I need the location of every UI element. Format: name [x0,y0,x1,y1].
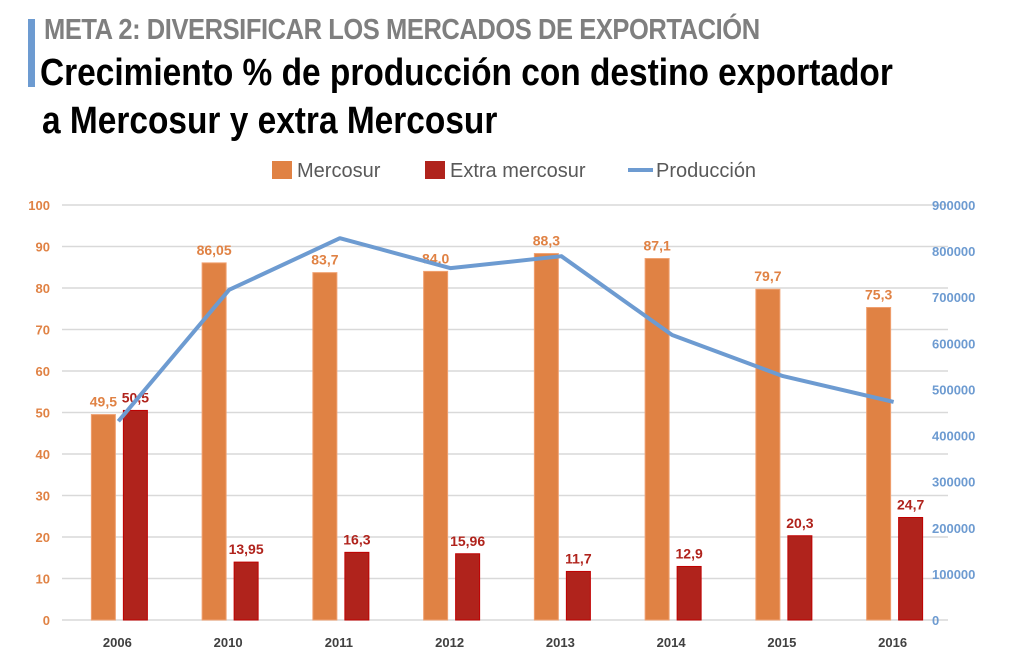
right-axis-tick: 400000 [932,429,975,444]
bar-mercosur [755,288,781,621]
data-label-mercosur: 79,7 [754,268,781,284]
x-axis-tick: 2013 [546,635,575,650]
left-axis-tick: 20 [36,530,50,545]
x-axis-tick: 2012 [435,635,464,650]
data-label-extra-mercosur: 11,7 [565,550,592,566]
left-axis-tick: 80 [36,281,50,296]
bar-extra-mercosur [344,551,370,621]
bar-mercosur [533,253,559,621]
left-axis-tick: 60 [36,364,50,379]
x-axis-tick: 2011 [325,635,353,650]
data-label-extra-mercosur: 24,7 [897,496,924,512]
bar-extra-mercosur [233,561,259,621]
bar-mercosur [644,258,670,621]
bar-mercosur [201,262,227,621]
bar-extra-mercosur [565,570,591,621]
left-axis-tick: 30 [36,489,50,504]
data-label-extra-mercosur: 13,95 [229,541,264,557]
bar-extra-mercosur [676,565,702,621]
legend-label-extra-mercosur: Extra mercosur [450,160,586,182]
left-axis-tick: 10 [36,572,50,587]
x-axis-tick: 2015 [767,635,796,650]
line-produccion [116,236,895,423]
title-accent-bar [28,19,35,87]
right-axis-tick: 0 [932,613,939,628]
data-label-mercosur: 75,3 [865,287,892,303]
chart-title-line2: a Mercosur y extra Mercosur [42,100,498,142]
data-label-extra-mercosur: 16,3 [343,531,370,547]
left-axis-tick: 90 [36,240,50,255]
data-label-mercosur: 49,5 [90,394,117,410]
bar-mercosur [312,272,338,621]
right-axis-tick: 900000 [932,198,975,213]
bar-mercosur [90,414,116,621]
bar-extra-mercosur [122,409,148,621]
chart-title-line1: Crecimiento % de producción con destino … [40,52,893,94]
data-label-extra-mercosur: 20,3 [786,515,813,531]
data-label-extra-mercosur: 12,9 [676,545,703,561]
left-axis-tick: 50 [36,406,50,421]
x-axis-tick: 2014 [657,635,687,650]
right-axis-tick: 800000 [932,244,975,259]
legend-label-produccion: Producción [656,160,756,182]
left-axis-tick: 0 [43,613,50,628]
right-axis-tick: 600000 [932,336,975,351]
left-axis-tick: 70 [36,323,50,338]
bar-extra-mercosur [898,516,924,621]
x-axis-tick: 2010 [214,635,243,650]
right-axis-tick: 300000 [932,475,975,490]
left-axis-tick: 100 [28,198,50,213]
legend-swatch-mercosur [272,161,292,179]
data-label-mercosur: 83,7 [311,252,338,268]
x-axis-tick: 2016 [878,635,907,650]
bar-extra-mercosur [787,535,813,621]
right-axis-tick: 100000 [932,567,975,582]
data-label-mercosur: 86,05 [197,242,232,258]
right-axis-tick: 500000 [932,382,975,397]
data-label-mercosur: 88,3 [533,233,560,249]
bar-mercosur [423,270,449,621]
bar-extra-mercosur [455,553,481,621]
left-axis-tick: 40 [36,447,50,462]
bar-mercosur [866,307,892,621]
data-label-mercosur: 87,1 [644,238,671,254]
data-label-extra-mercosur: 15,96 [450,533,485,549]
right-axis-tick: 700000 [932,290,975,305]
legend-label-mercosur: Mercosur [297,160,381,182]
legend-swatch-extra-mercosur [425,161,445,179]
x-axis-tick: 2006 [103,635,132,650]
section-kicker: META 2: DIVERSIFICAR LOS MERCADOS DE EXP… [44,14,760,46]
right-axis-tick: 200000 [932,521,975,536]
